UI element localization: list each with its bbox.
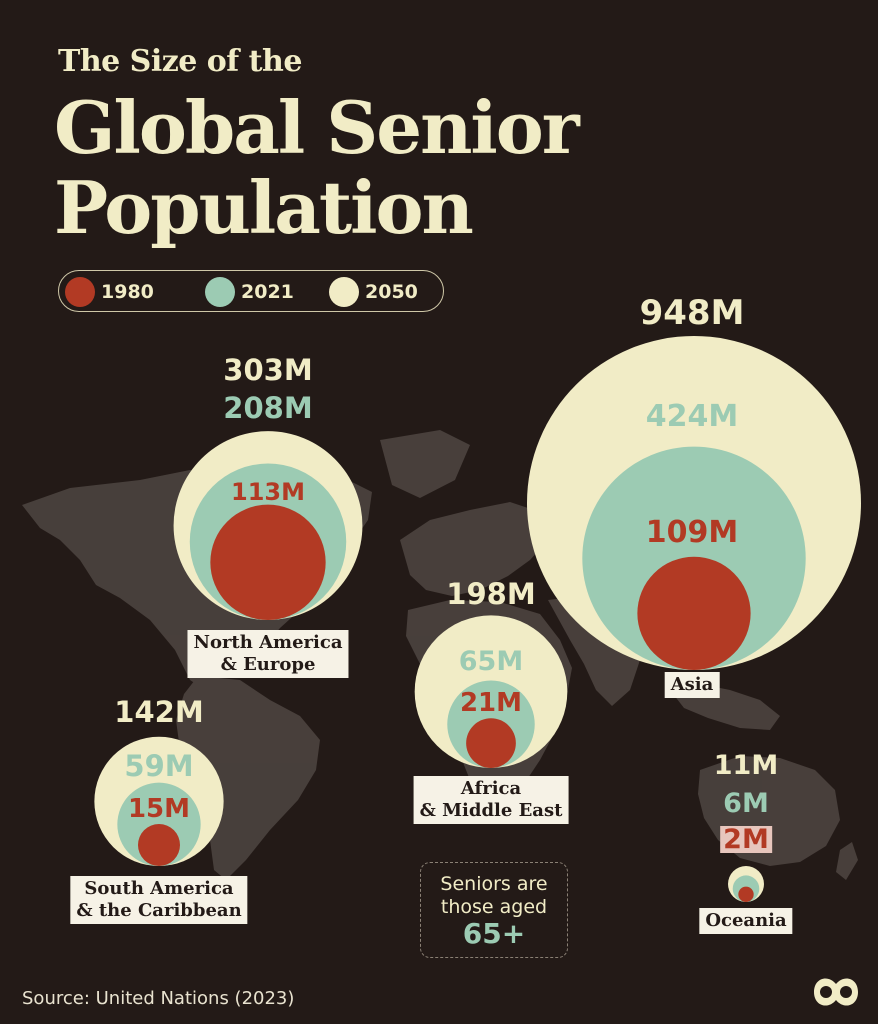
value-sa-1980: 15M [127, 794, 191, 824]
region-label-sa-line1: South America [84, 878, 234, 899]
region-label-sa-line2: & the Caribbean [76, 900, 242, 921]
region-label-sa-caribbean: South America & the Caribbean [70, 876, 248, 924]
bubble-na-europe-1980 [210, 504, 326, 620]
region-label-africa-line2: & Middle East [419, 800, 563, 821]
bubble-asia-1980 [637, 556, 751, 670]
value-africa-1980: 21M [459, 688, 523, 718]
value-africa-2021: 65M [458, 646, 524, 677]
legend-label-1980: 1980 [101, 281, 154, 303]
region-label-na-line1: North America [193, 632, 343, 653]
value-africa-2050: 198M [446, 577, 536, 611]
legend-item-2050: 2050 [329, 277, 418, 307]
region-label-africa-me: Africa & Middle East [413, 776, 569, 824]
note-line-1: Seniors are [440, 873, 548, 895]
legend-label-2050: 2050 [365, 281, 418, 303]
legend-dot-2021 [205, 277, 235, 307]
region-label-asia: Asia [664, 672, 720, 698]
region-label-na-europe: North America & Europe [187, 630, 349, 678]
definition-note: Seniors are those aged 65+ [420, 862, 568, 958]
value-na-2021: 208M [223, 391, 313, 425]
visual-capitalist-logo-icon [814, 978, 858, 1006]
value-sa-2021: 59M [124, 749, 194, 783]
bubble-oceania-1980 [738, 886, 754, 902]
legend-item-2021: 2021 [205, 277, 294, 307]
value-sa-2050: 142M [114, 695, 204, 729]
legend-label-2021: 2021 [241, 281, 294, 303]
source-text: Source: United Nations (2023) [22, 988, 295, 1009]
title-line-1: Global Senior [54, 85, 580, 170]
legend: 1980 2021 2050 [58, 270, 444, 312]
bubble-africa-me-1980 [466, 718, 516, 768]
region-label-na-line2: & Europe [220, 654, 316, 675]
note-age: 65+ [462, 917, 526, 950]
bubble-sa-caribbean-1980 [137, 823, 181, 866]
legend-dot-2050 [329, 277, 359, 307]
value-asia-1980: 109M [645, 515, 739, 550]
value-asia-2021: 424M [645, 399, 739, 434]
value-asia-2050: 948M [639, 293, 745, 333]
value-oceania-1980: 2M [720, 826, 772, 853]
value-oceania-2021: 6M [723, 788, 769, 819]
value-oceania-2050: 11M [713, 750, 779, 781]
region-label-oceania: Oceania [699, 908, 793, 934]
note-line-2: those aged [440, 896, 548, 918]
title-line-2: Population [54, 165, 474, 250]
legend-item-1980: 1980 [65, 277, 154, 307]
legend-dot-1980 [65, 277, 95, 307]
region-label-africa-line1: Africa [460, 778, 522, 799]
value-na-1980: 113M [231, 478, 305, 506]
value-na-2050: 303M [223, 353, 313, 387]
title-line-small: The Size of the [58, 44, 302, 79]
